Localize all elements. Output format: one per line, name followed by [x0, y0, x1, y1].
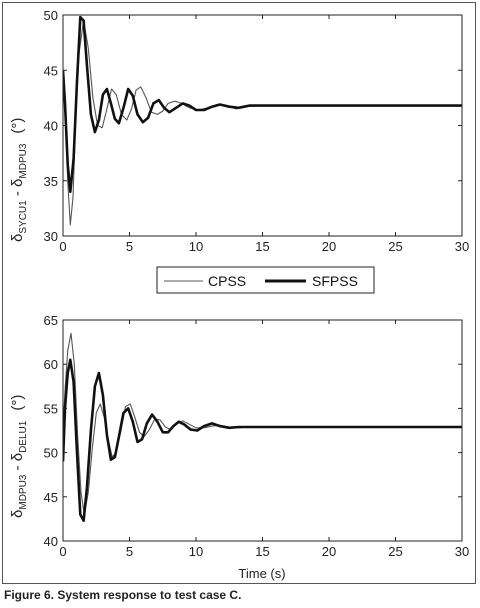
bottom-xtick-label: 5 — [126, 544, 133, 559]
top-ytick-label: 40 — [44, 119, 58, 134]
top-xtick-label: 15 — [255, 239, 269, 254]
bottom-ytick-label: 45 — [44, 490, 58, 505]
top-series-cpss-line — [63, 19, 462, 226]
bottom-chart-axes — [62, 319, 463, 542]
bottom-xtick-label: 25 — [388, 544, 402, 559]
bottom-xtick-label: 10 — [189, 544, 203, 559]
bottom-xtick-label: 0 — [59, 544, 66, 559]
top-xtick-label: 25 — [388, 239, 402, 254]
top-xtick-label: 30 — [455, 239, 469, 254]
legend: CPSS SFPSS — [156, 266, 375, 294]
bottom-chart: δMDPU3 - δDELU1(°) Time (s) 0 5 10 15 20 25 30… — [9, 313, 469, 581]
top-ytick-label: 45 — [44, 63, 58, 78]
bottom-ytick-label: 50 — [44, 446, 58, 461]
bottom-chart-xlabel: Time (s) — [238, 566, 285, 581]
top-xtick-label: 10 — [189, 239, 203, 254]
top-chart-ylabel: δSYCU1 - δMDPU3(°) — [9, 118, 29, 242]
bottom-ytick-label: 40 — [44, 534, 58, 549]
top-ytick-label: 50 — [44, 8, 58, 23]
top-chart: δSYCU1 - δMDPU3(°) 0 5 10 15 20 25 30 30 35 40 45 5… — [9, 8, 469, 254]
top-chart-axes — [62, 14, 463, 237]
top-xtick-label: 5 — [126, 239, 133, 254]
top-xtick-label: 20 — [322, 239, 336, 254]
top-ytick-label: 35 — [44, 174, 58, 189]
top-series-sfpss-line — [63, 15, 462, 194]
bottom-series-cpss-line — [63, 332, 462, 516]
bottom-ytick-label: 60 — [44, 357, 58, 372]
bottom-xtick-label: 15 — [255, 544, 269, 559]
top-ytick-label: 30 — [44, 229, 58, 244]
bottom-xtick-label: 20 — [322, 544, 336, 559]
bottom-xtick-label: 30 — [455, 544, 469, 559]
bottom-ytick-label: 65 — [44, 313, 58, 328]
legend-label-cpss: CPSS — [208, 273, 246, 289]
figure-caption: Figure 6. System response to test case C… — [4, 588, 242, 602]
legend-label-sfpss: SFPSS — [312, 273, 358, 289]
figure-frame — [2, 2, 476, 584]
bottom-series-sfpss-line — [63, 358, 462, 522]
bottom-ytick-label: 55 — [44, 401, 58, 416]
bottom-chart-ylabel: δMDPU3 - δDELU1(°) — [9, 395, 29, 518]
top-xtick-label: 0 — [59, 239, 66, 254]
